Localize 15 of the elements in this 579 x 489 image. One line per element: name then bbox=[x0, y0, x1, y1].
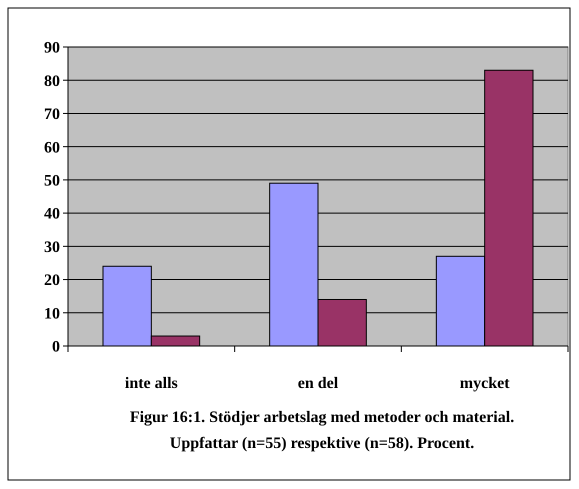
y-tick-label: 50 bbox=[44, 172, 60, 190]
text: Uppfattar (n=55) respektive (n=58). Procent. bbox=[170, 435, 474, 452]
y-tick-label: 10 bbox=[44, 305, 60, 322]
text: Figur 16:1. Stödjer arbetslag med metoder och material. bbox=[130, 409, 514, 426]
x-tick-label: mycket bbox=[460, 375, 510, 392]
y-tick-label: 30 bbox=[44, 238, 60, 256]
y-tick-label: 80 bbox=[44, 72, 60, 90]
y-tick-label: 40 bbox=[44, 206, 60, 223]
y-tick-label: 60 bbox=[44, 139, 60, 156]
y-tick-label: 90 bbox=[44, 40, 60, 57]
y-tick-label: 0 bbox=[52, 338, 60, 356]
y-tick-label: 70 bbox=[44, 106, 60, 124]
y-tick-label: 20 bbox=[44, 272, 60, 290]
x-tick-label: inte alls bbox=[124, 375, 178, 392]
x-tick-label: en del bbox=[298, 375, 339, 392]
